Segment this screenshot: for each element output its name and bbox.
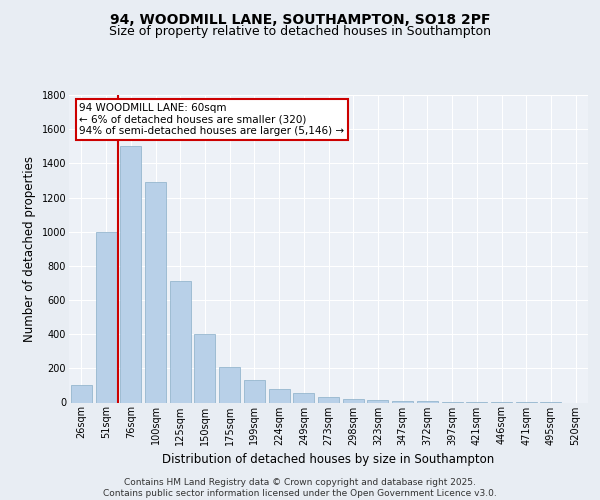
Bar	[367, 400, 388, 402]
Bar	[170, 281, 191, 402]
Bar	[219, 368, 240, 402]
Bar	[392, 401, 413, 402]
Text: 94 WOODMILL LANE: 60sqm
← 6% of detached houses are smaller (320)
94% of semi-de: 94 WOODMILL LANE: 60sqm ← 6% of detached…	[79, 102, 344, 136]
Bar	[120, 146, 141, 403]
Bar	[244, 380, 265, 402]
Bar	[71, 386, 92, 402]
Y-axis label: Number of detached properties: Number of detached properties	[23, 156, 36, 342]
Bar	[293, 393, 314, 402]
X-axis label: Distribution of detached houses by size in Southampton: Distribution of detached houses by size …	[163, 453, 494, 466]
Bar	[95, 232, 116, 402]
Text: Contains HM Land Registry data © Crown copyright and database right 2025.
Contai: Contains HM Land Registry data © Crown c…	[103, 478, 497, 498]
Bar	[343, 399, 364, 402]
Text: 94, WOODMILL LANE, SOUTHAMPTON, SO18 2PF: 94, WOODMILL LANE, SOUTHAMPTON, SO18 2PF	[110, 12, 490, 26]
Bar	[417, 401, 438, 402]
Bar	[145, 182, 166, 402]
Text: Size of property relative to detached houses in Southampton: Size of property relative to detached ho…	[109, 25, 491, 38]
Bar	[318, 398, 339, 402]
Bar	[194, 334, 215, 402]
Bar	[269, 389, 290, 402]
